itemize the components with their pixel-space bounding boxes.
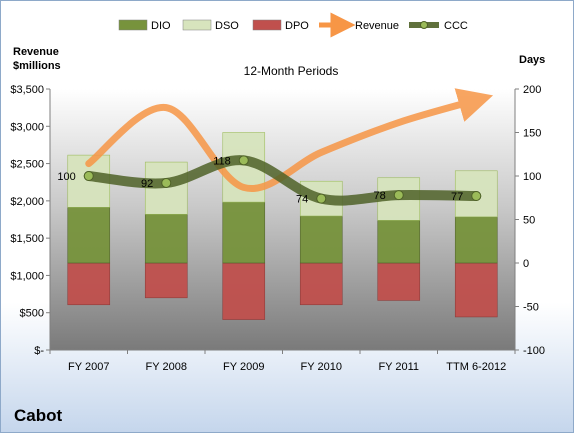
bar-dio-0	[67, 207, 111, 264]
right-tick-label-0: -100	[523, 345, 545, 357]
bar-dio-1	[144, 213, 188, 264]
legend-swatch-dpo	[252, 19, 282, 31]
legend-label-dpo: DPO	[285, 20, 309, 32]
revenue-line	[85, 88, 494, 193]
bar-dpo-1	[144, 262, 188, 299]
ccc-data-label-2: 118	[213, 155, 231, 167]
bar-dio-2	[222, 201, 266, 264]
right-tick-label-4: 100	[523, 171, 541, 183]
left-tick-label-1: $500	[20, 308, 44, 320]
bar-dpo-2	[222, 262, 266, 320]
bar-dpo-5	[454, 262, 498, 318]
left-tick-label-2: $1,000	[10, 270, 44, 282]
legend: DIO DSO DPO Revenue CCC	[118, 12, 468, 38]
ccc-data-label-3: 74	[296, 194, 308, 206]
left-tick-label-0: $-	[34, 345, 44, 357]
ccc-point-5	[471, 191, 482, 202]
lines-layer: 100 92 118 74 78 77	[57, 88, 494, 206]
right-axis-title: Days	[519, 54, 545, 66]
right-tick-label-6: 200	[523, 84, 541, 96]
left-tick-label-4: $2,000	[10, 196, 44, 208]
ccc-point-2	[238, 155, 249, 166]
right-tick-label-2: 0	[523, 258, 529, 270]
x-tick-label-2: FY 2009	[223, 361, 264, 373]
company-name: Cabot	[14, 406, 63, 425]
x-tick-label-4: FY 2011	[378, 361, 419, 373]
bar-dio-5	[454, 216, 498, 264]
bar-dio-3	[299, 215, 343, 264]
ccc-data-label-5: 77	[451, 191, 463, 203]
x-tick-label-0: FY 2007	[68, 361, 109, 373]
left-tick-label-3: $1,500	[10, 233, 44, 245]
ccc-point-0	[83, 171, 94, 181]
legend-label-dso: DSO	[215, 20, 239, 32]
ccc-data-label-4: 78	[374, 190, 386, 202]
legend-swatch-dio	[118, 19, 148, 31]
ccc-point-4	[393, 190, 404, 201]
plot-area	[50, 89, 515, 350]
right-tick-label-3: 50	[523, 215, 535, 227]
x-tick-label-5: TTM 6-2012	[446, 361, 506, 373]
ccc-point-1	[161, 177, 172, 188]
ccc-point-3	[316, 193, 327, 204]
legend-label-revenue: Revenue	[355, 20, 399, 32]
ccc-data-label-1: 92	[141, 178, 153, 190]
bar-dio-4	[377, 220, 421, 264]
left-tick-label-5: $2,500	[10, 159, 44, 171]
legend-label-dio: DIO	[151, 20, 171, 32]
left-tick-label-7: $3,500	[10, 84, 44, 96]
legend-marker-ccc	[420, 21, 428, 29]
chart-title: 12-Month Periods	[244, 64, 339, 78]
left-axis-title-line2: $millions	[13, 60, 61, 72]
axes-layer: $- $500 $1,000 $1,500 $2,000 $2,500 $3,000 $3,5…	[10, 84, 545, 373]
left-axis-title-line1: Revenue	[13, 46, 59, 58]
legend-swatch-dso	[182, 19, 212, 31]
x-tick-label-3: FY 2010	[301, 361, 342, 373]
bar-dpo-0	[67, 262, 111, 306]
legend-label-ccc: CCC	[444, 20, 468, 32]
right-tick-label-1: -50	[523, 302, 539, 314]
bar-dpo-4	[377, 262, 421, 301]
right-tick-label-5: 150	[523, 128, 541, 140]
left-tick-label-6: $3,000	[10, 121, 44, 133]
x-tick-label-1: FY 2008	[146, 361, 187, 373]
ccc-data-label-0: 100	[57, 171, 75, 183]
bar-dpo-3	[299, 262, 343, 306]
